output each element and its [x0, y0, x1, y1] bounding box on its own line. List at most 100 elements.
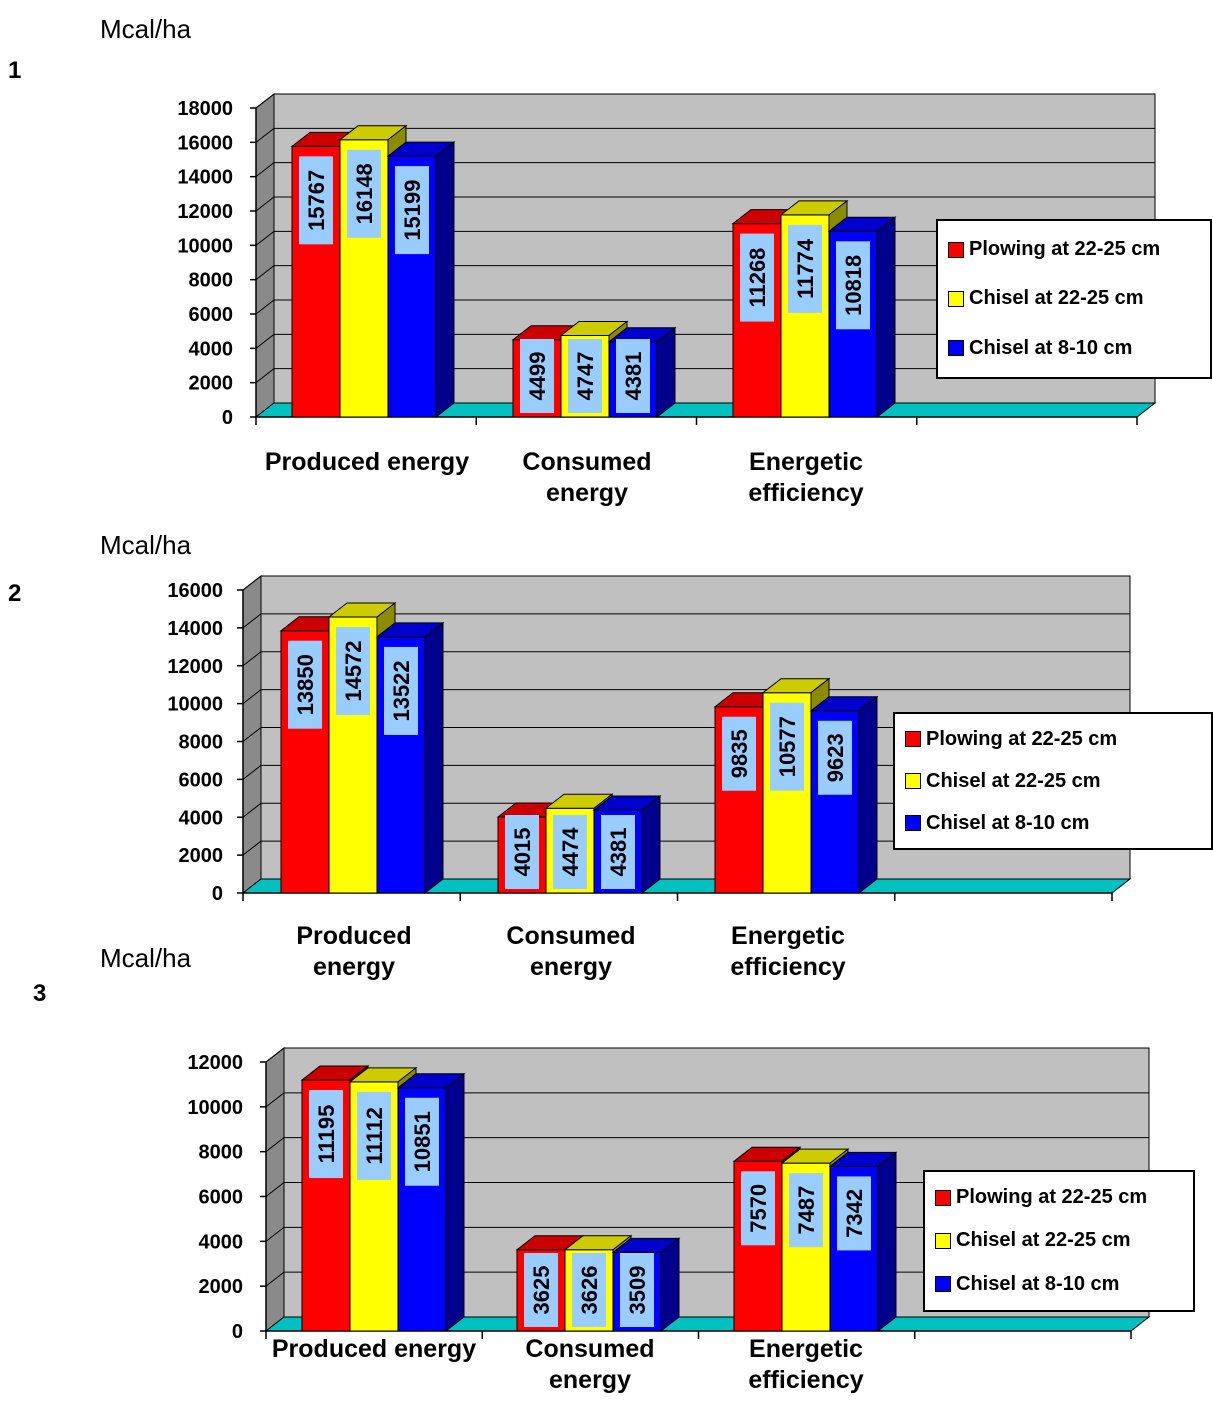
x-category-label: Produced energy — [265, 448, 469, 476]
chart-plot: 0 2000 4000 6000 8000 10000 12000 14000 16000 180… — [177, 92, 1157, 507]
gridline — [242, 689, 1130, 705]
data-label-box — [837, 1176, 871, 1251]
data-label: 4474 — [553, 815, 587, 889]
data-label: 11112 — [357, 1091, 391, 1180]
y-tick-label: 0 — [212, 883, 223, 905]
panel-number: 2 — [8, 580, 22, 607]
y-tick-label: 16000 — [167, 580, 223, 602]
legend-item: Chisel at 22-25 cm — [905, 760, 1201, 802]
legend-item: Plowing at 22-25 cm — [905, 718, 1201, 760]
data-label: 13850 — [288, 640, 322, 729]
panel-number: 3 — [33, 980, 47, 1007]
data-label: 9623 — [818, 720, 852, 795]
data-label-text: 15199 — [400, 179, 425, 240]
data-label-box — [524, 1253, 558, 1327]
data-label-box — [505, 815, 539, 889]
data-label: 15767 — [299, 156, 333, 245]
data-label-box — [741, 1171, 775, 1246]
data-label-box — [568, 339, 602, 413]
bar-side — [660, 1237, 680, 1333]
data-label: 3626 — [572, 1253, 606, 1327]
y-tick-label: 10000 — [167, 694, 223, 716]
data-label-box — [357, 1091, 391, 1180]
legend-swatch — [948, 241, 964, 258]
data-label: 11268 — [740, 233, 774, 322]
legend-item: Plowing at 22-25 cm — [948, 225, 1200, 274]
legend-label: Chisel at 22-25 cm — [969, 287, 1144, 310]
data-label: 10818 — [836, 241, 870, 330]
data-label-box — [347, 149, 381, 238]
y-tick-label: 2000 — [179, 845, 224, 867]
data-label-box — [818, 720, 852, 795]
legend-label: Plowing at 22-25 cm — [926, 727, 1118, 750]
data-label: 11195 — [309, 1090, 343, 1179]
data-label: 16148 — [347, 149, 381, 238]
chart-legend: Plowing at 22-25 cm Chisel at 22-25 cm Chi… — [893, 712, 1213, 850]
x-category-label: Produced — [296, 922, 411, 950]
legend-item: Chisel at 22-25 cm — [935, 1219, 1183, 1262]
data-label-text: 10818 — [841, 255, 866, 316]
data-label-box — [309, 1090, 343, 1179]
x-category-label: energy — [549, 1366, 631, 1394]
legend-label: Plowing at 22-25 cm — [956, 1186, 1148, 1209]
bar-side — [656, 326, 676, 419]
plot-side-wall — [255, 92, 275, 419]
legend-swatch — [935, 1232, 951, 1249]
bar-side — [435, 141, 455, 419]
bar-side — [424, 621, 444, 895]
panel-number: 1 — [8, 57, 22, 84]
gridline — [255, 162, 1155, 178]
data-label-text: 9623 — [823, 733, 848, 782]
data-label: 7487 — [789, 1173, 823, 1248]
data-label-text: 7487 — [794, 1186, 819, 1235]
data-label: 4381 — [616, 339, 650, 413]
legend-item: Chisel at 8-10 cm — [935, 1263, 1183, 1306]
x-category-label: energy — [313, 953, 395, 981]
y-tick-label: 6000 — [179, 769, 224, 791]
data-label-text: 11774 — [793, 238, 818, 299]
data-label-box — [336, 627, 370, 716]
x-category-label: Consumed — [522, 448, 651, 476]
legend-swatch — [905, 815, 921, 831]
y-tick-label: 0 — [222, 407, 233, 429]
legend-label: Chisel at 22-25 cm — [956, 1229, 1131, 1252]
gridline — [242, 575, 1130, 591]
legend-label: Chisel at 8-10 cm — [926, 811, 1090, 834]
data-label: 7342 — [837, 1176, 871, 1251]
data-label-box — [395, 166, 429, 255]
data-label-box — [520, 339, 554, 413]
y-tick-label: 4000 — [199, 1231, 244, 1253]
legend-label: Plowing at 22-25 cm — [969, 238, 1161, 261]
data-label: 13522 — [384, 646, 418, 735]
y-tick-label: 10000 — [177, 235, 233, 257]
y-tick-label: 12000 — [187, 1052, 243, 1074]
chart-panel-3: Mcal/ha 3 0 2000 4000 6000 8000 10000 12000 111… — [0, 940, 1213, 1421]
bar-side — [876, 216, 896, 419]
data-label: 11774 — [788, 224, 822, 313]
data-label-text: 10851 — [410, 1111, 435, 1172]
data-label: 10851 — [405, 1097, 439, 1186]
y-tick-label: 2000 — [189, 373, 234, 395]
data-label: 4015 — [505, 815, 539, 889]
data-label-box — [384, 646, 418, 735]
legend-label: Chisel at 8-10 cm — [956, 1272, 1120, 1295]
x-category-label: efficiency — [748, 1366, 863, 1394]
data-label-text: 7570 — [746, 1184, 771, 1233]
legend-swatch — [935, 1189, 951, 1206]
data-label: 3509 — [620, 1253, 654, 1327]
y-tick-label: 6000 — [199, 1187, 244, 1209]
legend-item: Chisel at 22-25 cm — [948, 274, 1200, 323]
data-label-text: 14572 — [341, 640, 366, 701]
bar-side — [641, 795, 661, 895]
x-category-label: Energetic — [749, 448, 863, 476]
data-label-text: 3509 — [625, 1266, 650, 1315]
data-label-text: 11112 — [362, 1107, 387, 1165]
data-label-text: 4474 — [558, 827, 583, 877]
data-label-box — [616, 339, 650, 413]
bar-side — [445, 1072, 465, 1333]
x-category-label: energy — [546, 479, 628, 507]
chart-panel-1: Mcal/ha 1 0 2000 4000 6000 8000 10000 12000 140… — [0, 0, 1213, 520]
unit-label: Mcal/ha — [100, 14, 192, 44]
data-label-box — [722, 716, 756, 791]
x-category-label: Produced energy — [272, 1335, 476, 1363]
